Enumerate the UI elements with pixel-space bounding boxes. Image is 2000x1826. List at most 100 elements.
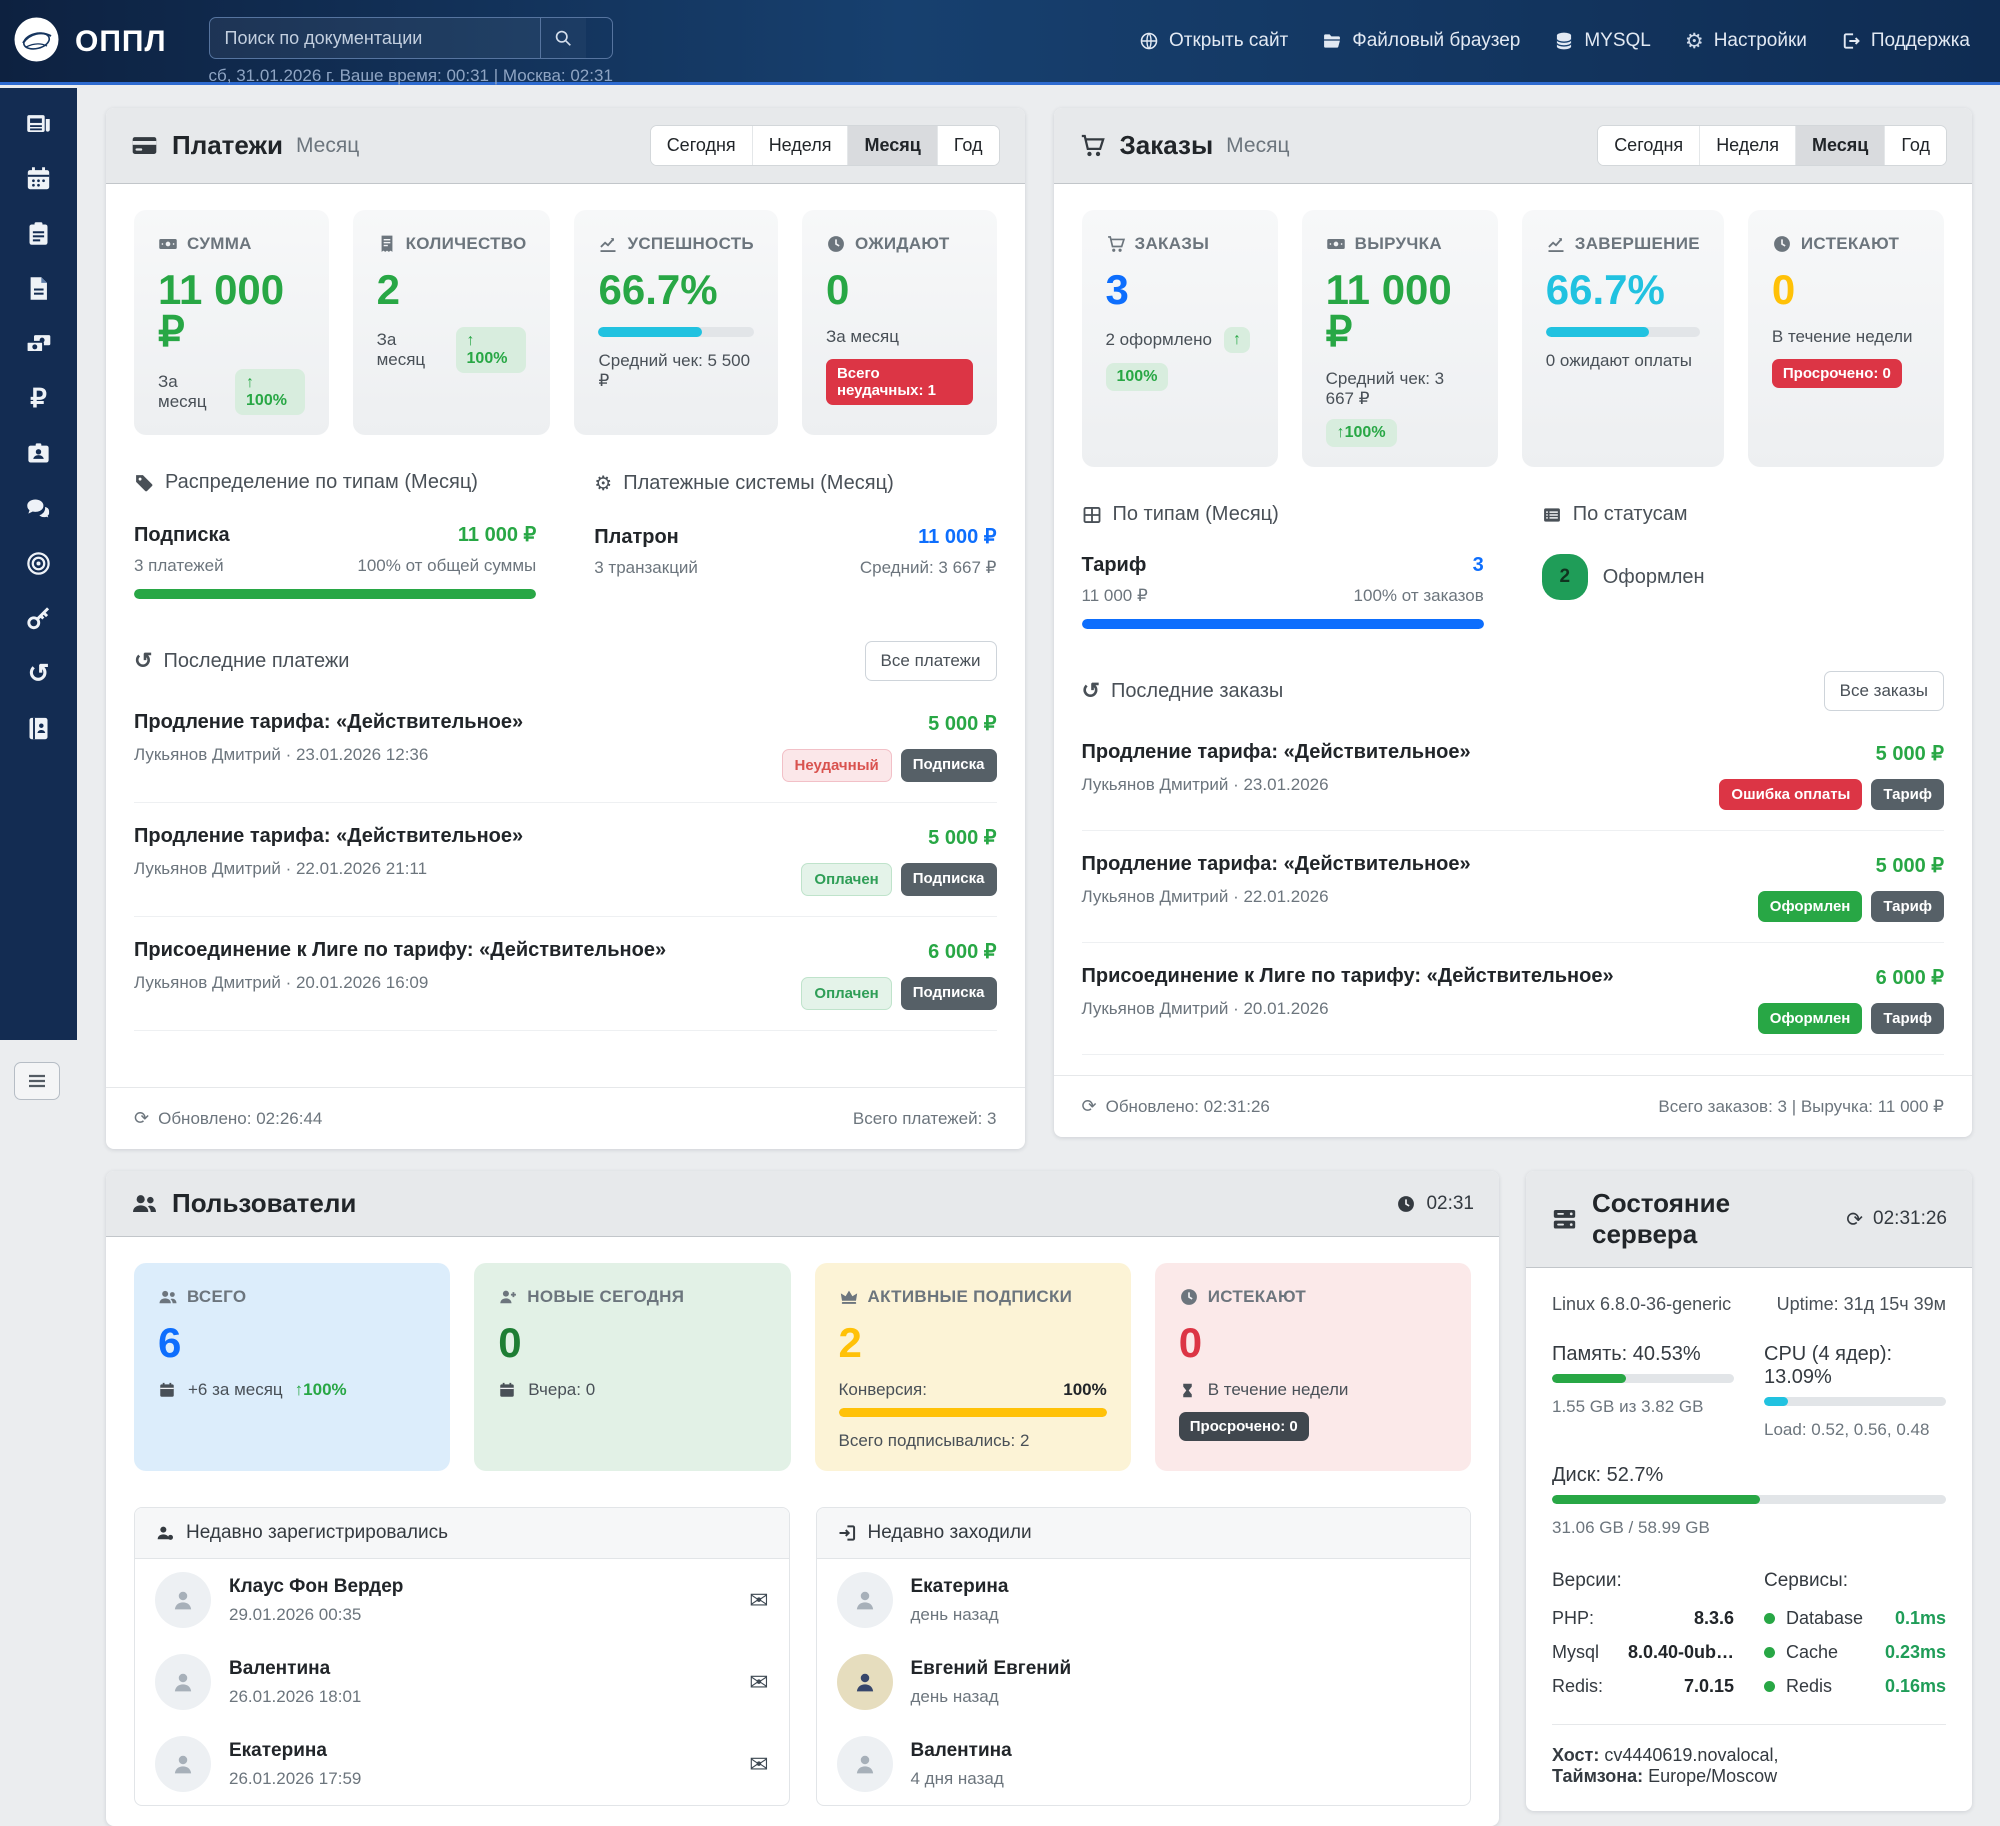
payments-updated: Обновлено: 02:26:44: [158, 1108, 323, 1128]
disk-progress: [1552, 1495, 1946, 1504]
refresh-icon: ⟳: [1081, 1096, 1097, 1116]
order-row[interactable]: Продление тарифа: «Действительное» Лукья…: [1081, 831, 1944, 943]
status-dot: [1764, 1613, 1775, 1624]
order-row[interactable]: Присоединение к Лиге по тарифу: «Действи…: [1081, 943, 1944, 1055]
stat-expiring-value: 0: [1771, 266, 1796, 313]
registered-user-row[interactable]: Валентина 26.01.2026 18:01 ✉: [135, 1641, 789, 1723]
avatar-photo: [836, 1654, 893, 1710]
visited-user-row[interactable]: Валентина 4 дня назад: [817, 1723, 1471, 1805]
mail-icon[interactable]: ✉: [749, 1668, 769, 1695]
table-icon: [1082, 505, 1102, 525]
visited-user-row[interactable]: Екатерина день назад: [817, 1559, 1471, 1641]
sidebar-item-staff[interactable]: [18, 438, 60, 468]
nav-support[interactable]: Поддержка: [1841, 30, 1970, 52]
stat-active-subs-value: 2: [838, 1319, 862, 1366]
users-header: Пользователи 02:31: [106, 1171, 1499, 1237]
disk-block: Диск: 52.7% 31.06 GB / 58.99 GB: [1552, 1464, 1946, 1538]
growth-badge: ↑ 100%: [235, 369, 305, 415]
orders-tab-today[interactable]: Сегодня: [1598, 126, 1701, 165]
users-card: Пользователи 02:31 ВСЕГО 6 +6 за месяц ↑…: [106, 1171, 1499, 1826]
nav-mysql[interactable]: MYSQL: [1554, 30, 1651, 52]
clock-icon: [1772, 234, 1792, 254]
sidebar-item-tasks[interactable]: [18, 218, 60, 248]
registered-user-row[interactable]: Екатерина 26.01.2026 17:59 ✉: [135, 1723, 789, 1805]
payments-footer: ⟳ Обновлено: 02:26:44 Всего платежей: 3: [106, 1087, 1025, 1149]
search-input[interactable]: [209, 18, 540, 58]
all-payments-button[interactable]: Все платежи: [864, 641, 997, 681]
app-logo[interactable]: [13, 16, 60, 63]
all-orders-button[interactable]: Все заказы: [1823, 671, 1944, 711]
users-title: Пользователи: [172, 1188, 357, 1218]
order-row[interactable]: Продление тарифа: «Действительное» Лукья…: [1081, 719, 1944, 831]
sidebar-item-documents[interactable]: [18, 273, 60, 303]
payment-row[interactable]: Продление тарифа: «Действительное» Лукья…: [134, 689, 997, 803]
registered-user-row[interactable]: Клаус Фон Вердер 29.01.2026 00:35 ✉: [135, 1559, 789, 1641]
datetime-text: сб, 31.01.2026 г. Ваше время: 00:31 | Мо…: [208, 66, 613, 85]
sidebar-item-targets[interactable]: [18, 548, 60, 578]
server-icon: [1551, 1206, 1578, 1233]
host-line: Хост: cv4440619.novalocal, Таймзона: Europ…: [1552, 1724, 1946, 1787]
target-icon: [25, 550, 52, 577]
orders-tab-year[interactable]: Год: [1885, 126, 1946, 165]
money-icon: [1326, 234, 1346, 254]
clock-icon: [826, 234, 846, 254]
sidebar-item-finance[interactable]: ₽: [18, 383, 60, 413]
mail-icon[interactable]: ✉: [749, 1750, 769, 1777]
mail-icon[interactable]: ✉: [749, 1586, 769, 1613]
sidebar: ₽ ↺: [0, 88, 77, 1040]
nav-settings[interactable]: ⚙ Настройки: [1685, 30, 1807, 52]
recent-orders-heading: ↺ Последние заказы Все заказы: [1082, 671, 1944, 711]
sidebar-item-access[interactable]: [18, 603, 60, 633]
money-icon: [158, 234, 178, 254]
server-card: Состояние сервера ⟳ 02:31:26 Linux 6.8.0…: [1526, 1171, 1972, 1811]
search-button[interactable]: [539, 18, 586, 58]
payment-row[interactable]: Продление тарифа: «Действительное» Лукья…: [134, 803, 997, 917]
payments-period-label: Месяц: [295, 133, 360, 157]
sidebar-item-directory[interactable]: [18, 713, 60, 743]
failed-total-badge: Всего неудачных: 1: [825, 359, 973, 405]
clock-icon: [1179, 1287, 1199, 1307]
payment-row[interactable]: Присоединение к Лиге по тарифу: «Действи…: [134, 917, 997, 1031]
orders-types-block: По типам (Месяц) Тариф 3 11 000 ₽ 100% о…: [1081, 503, 1484, 629]
history-icon: ↺: [134, 648, 153, 673]
sidebar-toggle-button[interactable]: [14, 1062, 60, 1100]
conversion-value: 100%: [1063, 1380, 1107, 1399]
refresh-icon[interactable]: ⟳: [1846, 1208, 1864, 1231]
crown-icon: [839, 1287, 859, 1307]
stat-new-today-value: 0: [498, 1319, 522, 1366]
top-nav: Открыть сайт Файловый браузер MYSQL ⚙ На…: [1139, 30, 1970, 52]
sidebar-item-messages[interactable]: [18, 493, 60, 523]
cpu-block: CPU (4 ядер): 13.09% Load: 0.52, 0.56, 0…: [1764, 1343, 1946, 1440]
sidebar-item-history[interactable]: ↺: [18, 658, 60, 688]
payments-period-tabs: Сегодня Неделя Месяц Год: [649, 125, 1000, 166]
history-icon: ↺: [27, 658, 50, 688]
orders-footer: ⟳ Обновлено: 02:31:26 Всего заказов: 3 |…: [1053, 1075, 1972, 1137]
nav-open-site[interactable]: Открыть сайт: [1139, 30, 1288, 52]
gear-icon: ⚙: [1684, 29, 1704, 53]
cpu-progress: [1764, 1397, 1946, 1406]
payments-tab-month[interactable]: Месяц: [848, 126, 938, 165]
visited-user-row[interactable]: Евгений Евгений день назад: [817, 1641, 1471, 1723]
payments-tab-today[interactable]: Сегодня: [650, 126, 753, 165]
stat-revenue-value: 11 000 ₽: [1325, 266, 1452, 355]
orders-tab-week[interactable]: Неделя: [1700, 126, 1796, 165]
sidebar-item-news[interactable]: [18, 108, 60, 138]
hourglass-icon: [1179, 1382, 1196, 1399]
orders-tab-month[interactable]: Месяц: [1795, 126, 1886, 165]
nav-file-browser[interactable]: Файловый браузер: [1322, 30, 1520, 52]
cart-icon: [1079, 132, 1106, 159]
sidebar-item-transactions[interactable]: [18, 328, 60, 358]
stat-revenue: ВЫРУЧКА 11 000 ₽ Средний чек: 3 667 ₽ ↑1…: [1301, 210, 1498, 467]
growth-badge: ↑100%: [1325, 419, 1397, 447]
user-plus-icon: [498, 1287, 518, 1307]
payments-tab-week[interactable]: Неделя: [752, 126, 849, 165]
sidebar-item-calendar[interactable]: [18, 163, 60, 193]
payments-tab-year[interactable]: Год: [937, 126, 999, 165]
growth-badge: ↑ 100%: [455, 327, 527, 373]
payments-card: Платежи Месяц Сегодня Неделя Месяц Год С…: [106, 108, 1025, 1149]
search-group: [208, 17, 613, 59]
avatar: [155, 1736, 211, 1792]
globe-icon: [1139, 31, 1159, 51]
payments-total: Всего платежей: 3: [852, 1108, 997, 1128]
status-badge: Оформлен: [1757, 1003, 1863, 1034]
